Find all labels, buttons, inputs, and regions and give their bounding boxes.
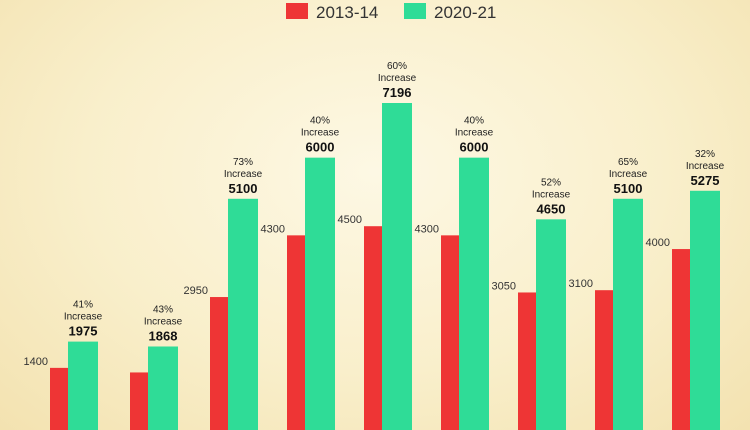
bar-2013-14-0 — [50, 367, 68, 430]
bar-2020-21-7 — [613, 198, 643, 430]
value-label-2013-14-7: 3100 — [569, 278, 593, 290]
increase-word-0: Increase — [64, 312, 103, 323]
increase-word-6: Increase — [532, 189, 571, 200]
bars-group — [50, 103, 720, 430]
increase-word-5: Increase — [455, 128, 494, 139]
value-label-2013-14-8: 4000 — [646, 237, 670, 249]
value-label-2013-14-3: 4300 — [261, 223, 285, 235]
increase-pct-1: 43% — [153, 304, 173, 315]
value-label-2013-14-0: 1400 — [24, 356, 48, 368]
increase-word-3: Increase — [301, 128, 340, 139]
bar-2020-21-8 — [690, 190, 720, 430]
labels-group: 14001975Increase41%1868Increase43%295051… — [24, 61, 725, 368]
increase-pct-4: 60% — [387, 61, 407, 72]
bar-2020-21-0 — [68, 341, 98, 430]
increase-pct-7: 65% — [618, 157, 638, 168]
bar-2020-21-6 — [536, 219, 566, 430]
increase-pct-6: 52% — [541, 177, 561, 188]
legend: 2013-14 2020-21 — [286, 3, 496, 22]
legend-swatch-2020-21 — [404, 3, 426, 19]
bar-2020-21-2 — [228, 198, 258, 430]
increase-word-1: Increase — [144, 316, 183, 327]
value-label-2020-21-4: 7196 — [383, 85, 412, 100]
value-label-2020-21-2: 5100 — [229, 181, 258, 196]
value-label-2020-21-3: 6000 — [306, 140, 335, 155]
legend-label-2013-14: 2013-14 — [316, 3, 378, 22]
bar-2013-14-5 — [441, 235, 459, 430]
value-label-2020-21-0: 1975 — [69, 324, 98, 339]
value-label-2013-14-6: 3050 — [492, 280, 516, 292]
bar-2013-14-1 — [130, 372, 148, 430]
bar-2013-14-8 — [672, 249, 690, 430]
bar-2013-14-7 — [595, 290, 613, 430]
value-label-2020-21-5: 6000 — [460, 140, 489, 155]
increase-pct-3: 40% — [310, 116, 330, 127]
increase-pct-5: 40% — [464, 116, 484, 127]
increase-pct-0: 41% — [73, 300, 93, 311]
bar-2020-21-3 — [305, 157, 335, 430]
increase-word-4: Increase — [378, 73, 417, 84]
value-label-2013-14-2: 2950 — [184, 285, 208, 297]
increase-word-8: Increase — [686, 161, 725, 172]
bar-2020-21-1 — [148, 346, 178, 430]
value-label-2020-21-7: 5100 — [614, 181, 643, 196]
increase-pct-2: 73% — [233, 157, 253, 168]
bar-2020-21-5 — [459, 157, 489, 430]
increase-word-2: Increase — [224, 169, 263, 180]
value-label-2020-21-6: 4650 — [537, 201, 566, 216]
increase-word-7: Increase — [609, 169, 648, 180]
value-label-2013-14-4: 4500 — [338, 214, 362, 226]
bar-2013-14-6 — [518, 292, 536, 430]
legend-label-2020-21: 2020-21 — [434, 3, 496, 22]
bar-2013-14-4 — [364, 226, 382, 430]
value-label-2013-14-5: 4300 — [415, 223, 439, 235]
value-label-2020-21-8: 5275 — [691, 173, 720, 188]
increase-pct-8: 32% — [695, 149, 715, 160]
value-label-2020-21-1: 1868 — [149, 328, 178, 343]
bar-2013-14-3 — [287, 235, 305, 430]
bar-2013-14-2 — [210, 297, 228, 430]
bar-2020-21-4 — [382, 103, 412, 430]
legend-swatch-2013-14 — [286, 3, 308, 19]
